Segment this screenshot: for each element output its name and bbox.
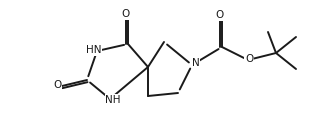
Text: N: N: [192, 58, 200, 68]
Text: NH: NH: [105, 95, 121, 105]
Text: O: O: [53, 80, 61, 90]
Text: O: O: [122, 9, 130, 19]
Text: O: O: [245, 54, 253, 64]
Text: O: O: [216, 10, 224, 20]
Text: HN: HN: [86, 45, 102, 55]
